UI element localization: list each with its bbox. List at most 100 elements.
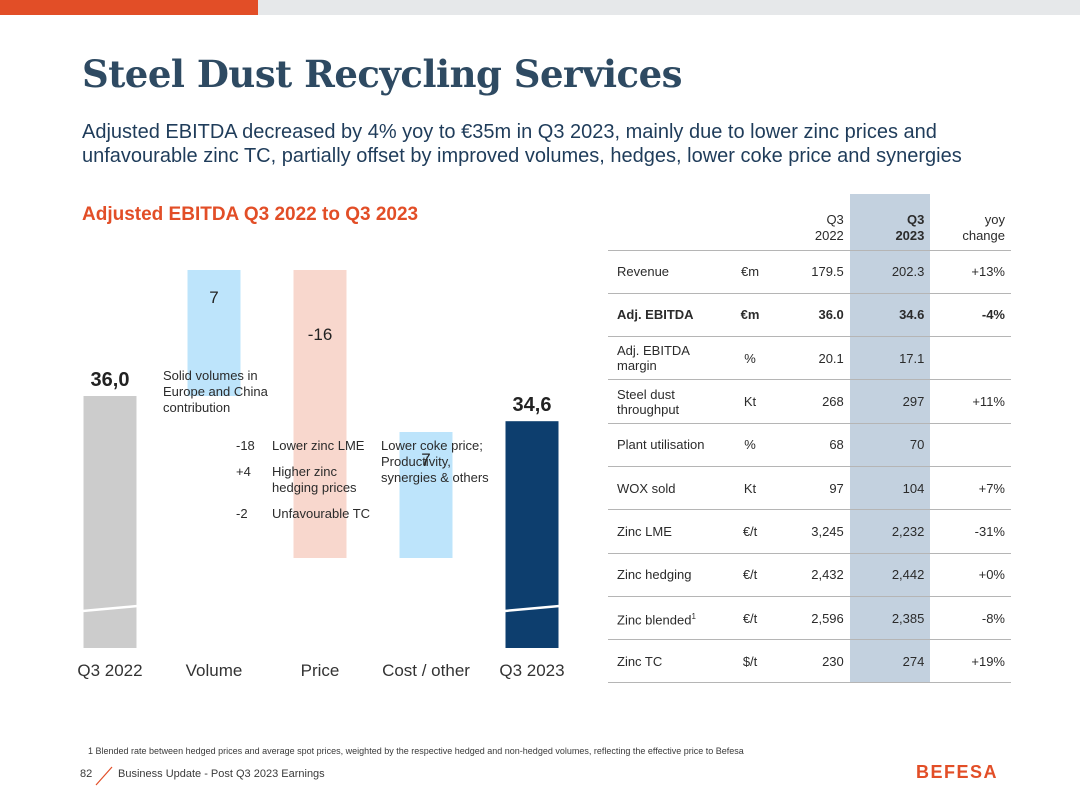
- row-q3-2022: 20.1: [769, 336, 850, 381]
- annotation-price-label-3: Unfavourable TC: [272, 506, 371, 521]
- row-q3-2023: 2,232: [849, 509, 931, 554]
- footer-slash-icon: [95, 766, 113, 786]
- category-label: Q3 2023: [499, 661, 564, 680]
- row-q3-2023: 70: [849, 423, 931, 467]
- col-header-q3-2023: Q3 2023: [849, 194, 931, 251]
- col-header-q3-2022: Q3 2022: [769, 194, 850, 251]
- row-yoy: -4%: [930, 293, 1011, 338]
- annotation-price-value-3: -2: [236, 506, 248, 521]
- row-yoy: -31%: [930, 509, 1011, 554]
- row-q3-2022: 36.0: [769, 293, 850, 338]
- row-label: Adj. EBITDA: [608, 293, 731, 338]
- row-q3-2022: 3,245: [769, 509, 850, 554]
- row-yoy: [930, 423, 1011, 467]
- row-q3-2022: 2,596: [769, 596, 850, 641]
- top-accent-bar: [0, 0, 258, 15]
- row-q3-2023: 34.6: [849, 293, 931, 338]
- row-q3-2023: 274: [849, 639, 931, 684]
- row-unit: %: [730, 423, 770, 467]
- row-yoy: +11%: [930, 379, 1011, 424]
- top-grey-bar: [258, 0, 1080, 15]
- page-subtitle: Adjusted EBITDA decreased by 4% yoy to €…: [82, 121, 962, 167]
- annotation-price-value-1: -18: [236, 438, 255, 453]
- row-unit: €/t: [730, 553, 770, 597]
- row-label: Adj. EBITDA margin: [608, 336, 731, 381]
- table-row: Revenue €m 179.5 202.3 +13%: [608, 250, 1011, 294]
- row-yoy: [930, 336, 1011, 381]
- axis-break-mark: [82, 604, 138, 613]
- footer-text: Business Update - Post Q3 2023 Earnings: [118, 768, 325, 780]
- chart-title: Adjusted EBITDA Q3 2022 to Q3 2023: [82, 204, 419, 225]
- table-row: WOX sold Kt 97 104 +7%: [608, 466, 1011, 511]
- row-label: WOX sold: [608, 466, 731, 511]
- table-row: Zinc hedging €/t 2,432 2,442 +0%: [608, 553, 1011, 597]
- table-row: Adj. EBITDA €m 36.0 34.6 -4%: [608, 293, 1011, 338]
- page-title: Steel Dust Recycling Services: [82, 52, 682, 96]
- table-row: Zinc blended1 €/t 2,596 2,385 -8%: [608, 596, 1011, 641]
- row-q3-2023: 2,442: [849, 553, 931, 597]
- row-q3-2022: 230: [769, 639, 850, 684]
- col-header-yoy: yoy change: [930, 194, 1011, 251]
- footnote-marker: 1: [691, 611, 696, 621]
- row-yoy: +13%: [930, 250, 1011, 294]
- bar-cost-other: [399, 432, 453, 558]
- data-label: -16: [308, 325, 333, 344]
- axis-break-mark: [504, 604, 560, 613]
- row-label: Zinc blended1: [608, 596, 731, 641]
- row-label: Revenue: [608, 250, 731, 294]
- page-number: 82: [80, 768, 93, 780]
- waterfall-svg: 36,0 Q3 2022 7 Volume -16 Price 7 Cost / other 3…: [77, 270, 565, 680]
- annotation-price-label-2: Higher zinc hedging prices: [272, 464, 357, 495]
- annotation-price-label-1: Lower zinc LME: [272, 438, 365, 453]
- row-q3-2023: 297: [849, 379, 931, 424]
- row-label: Zinc hedging: [608, 553, 731, 597]
- row-yoy: +7%: [930, 466, 1011, 511]
- annotation-price-value-2: +4: [236, 464, 251, 479]
- data-label: 36,0: [91, 369, 130, 391]
- row-yoy: +19%: [930, 639, 1011, 684]
- category-label: Price: [301, 661, 340, 680]
- kpi-table: Q3 2022 Q3 2023 yoy change Revenue €m 179.5 20…: [608, 194, 1011, 684]
- row-label: Zinc LME: [608, 509, 731, 554]
- row-q3-2023: 202.3: [849, 250, 931, 294]
- row-q3-2022: 68: [769, 423, 850, 467]
- row-q3-2022: 2,432: [769, 553, 850, 597]
- table-row: Steel dust throughput Kt 268 297 +11%: [608, 379, 1011, 424]
- row-unit: €/t: [730, 509, 770, 554]
- row-q3-2023: 17.1: [849, 336, 931, 381]
- row-yoy: -8%: [930, 596, 1011, 641]
- row-unit: Kt: [730, 466, 770, 511]
- data-label: 7: [209, 288, 218, 307]
- row-q3-2023: 104: [849, 466, 931, 511]
- row-unit: $/t: [730, 639, 770, 684]
- annotation-cost: Lower coke price; Productivity, synergie…: [381, 438, 489, 485]
- row-q3-2022: 268: [769, 379, 850, 424]
- bar-q3-2023: [505, 421, 559, 648]
- category-label: Volume: [186, 661, 243, 680]
- row-unit: €m: [730, 293, 770, 338]
- category-label: Cost / other: [382, 661, 470, 680]
- row-unit: %: [730, 336, 770, 381]
- row-unit: €/t: [730, 596, 770, 641]
- waterfall-chart: 36,0 Q3 2022 7 Volume -16 Price 7 Cost / other 3…: [60, 250, 600, 690]
- row-q3-2022: 179.5: [769, 250, 850, 294]
- row-q3-2023: 2,385: [849, 596, 931, 641]
- table-header-row: Q3 2022 Q3 2023 yoy change: [608, 194, 1011, 251]
- row-q3-2022: 97: [769, 466, 850, 511]
- befesa-logo: BEFESA: [916, 762, 999, 782]
- row-label: Plant utilisation: [608, 423, 731, 467]
- annotation-volume: Solid volumes in Europe and China contri…: [163, 368, 268, 415]
- bar-volume: [187, 270, 241, 396]
- data-label: 34,6: [513, 394, 552, 416]
- row-yoy: +0%: [930, 553, 1011, 597]
- category-label: Q3 2022: [77, 661, 142, 680]
- row-unit: Kt: [730, 379, 770, 424]
- row-label: Steel dust throughput: [608, 379, 731, 424]
- table-row: Zinc LME €/t 3,245 2,232 -31%: [608, 509, 1011, 554]
- data-label: 7: [421, 450, 430, 469]
- footnote: 1 Blended rate between hedged prices and…: [88, 746, 744, 756]
- table-row: Adj. EBITDA margin% 20.1 17.1: [608, 336, 1011, 381]
- bar-price: [293, 270, 347, 558]
- row-unit: €m: [730, 250, 770, 294]
- row-label: Zinc TC: [608, 639, 731, 684]
